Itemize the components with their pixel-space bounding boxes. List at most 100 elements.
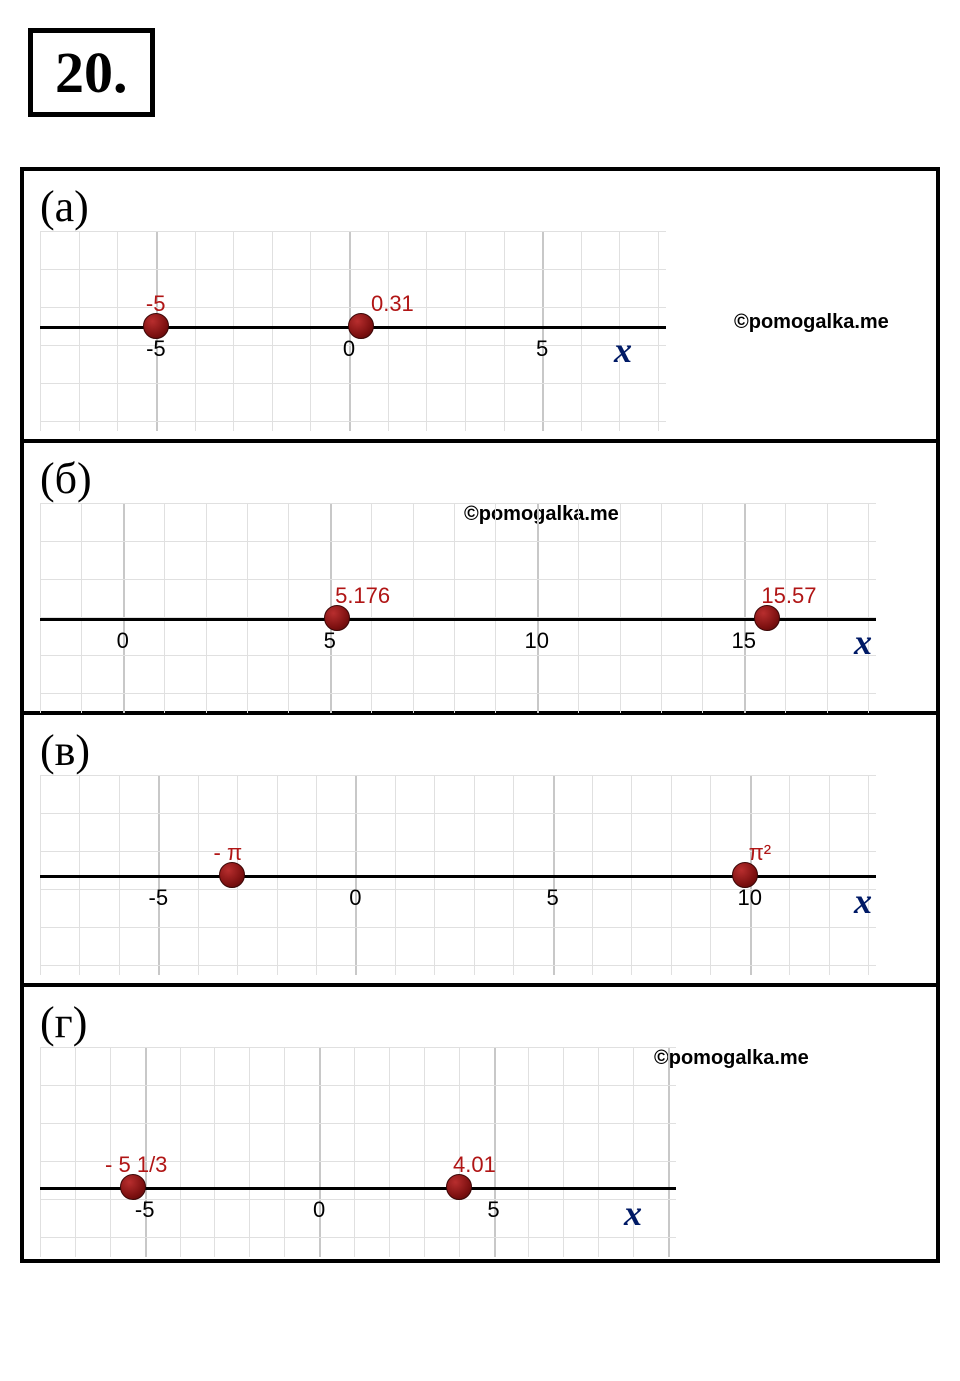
tick-label: 5: [324, 628, 336, 654]
panel-b: (б)©pomogalka.me0510155.17615.57x: [24, 443, 936, 715]
tick-label: -5: [149, 885, 169, 911]
gridline-vertical: [389, 1047, 390, 1257]
gridline-vertical: [354, 1047, 355, 1257]
panel-v: (в) -5 0 5 10 - π π² x: [24, 715, 936, 987]
number-line-chart: -505- 5 1/34.01: [40, 1047, 676, 1257]
gridline-horizontal: [40, 307, 666, 308]
gridline-horizontal: [40, 655, 876, 656]
tick-label: 10: [525, 628, 549, 654]
gridline-vertical: [272, 231, 273, 431]
gridline-vertical: [495, 503, 496, 713]
gridline-vertical: [658, 231, 659, 431]
data-point-label: - π: [214, 840, 243, 866]
tick-label: 0: [313, 1197, 325, 1223]
tick-label: -5: [146, 336, 166, 362]
gridline-horizontal: [40, 813, 876, 814]
gridline-horizontal: [40, 421, 666, 422]
tick-label: 10: [737, 885, 761, 911]
data-point-label: 0.31: [371, 291, 414, 317]
gridline-vertical: [563, 1047, 564, 1257]
gridline-vertical: [598, 1047, 599, 1257]
gridline-vertical: [465, 231, 466, 431]
tick-label: 5: [546, 885, 558, 911]
gridline-horizontal: [40, 231, 666, 232]
gridline-vertical: [79, 231, 80, 431]
gridline-vertical: [40, 1047, 41, 1257]
gridline-vertical: [868, 503, 869, 713]
gridline-vertical: [581, 231, 582, 431]
gridline-vertical: [75, 1047, 76, 1257]
gridline-vertical: [81, 503, 82, 713]
gridline-vertical: [424, 1047, 425, 1257]
gridline-vertical: [504, 231, 505, 431]
gridline-vertical: [542, 231, 544, 431]
gridline-horizontal: [40, 775, 876, 776]
gridline-vertical: [528, 1047, 529, 1257]
gridline-vertical: [40, 231, 41, 431]
gridline-horizontal: [40, 269, 666, 270]
gridline-vertical: [620, 503, 621, 713]
gridline-vertical: [827, 503, 828, 713]
gridline-vertical: [164, 503, 165, 713]
tick-label: 0: [349, 885, 361, 911]
data-point-label: - 5 1/3: [105, 1152, 167, 1178]
gridline-vertical: [454, 503, 455, 713]
gridline-vertical: [214, 1047, 215, 1257]
gridline-vertical: [247, 503, 248, 713]
axis-variable-label: x: [854, 880, 872, 922]
gridline-horizontal: [40, 541, 876, 542]
gridline-horizontal: [40, 1237, 676, 1238]
gridline-vertical: [744, 503, 746, 713]
gridline-vertical: [233, 231, 234, 431]
gridline-vertical: [578, 503, 579, 713]
gridline-horizontal: [40, 1085, 676, 1086]
gridline-vertical: [661, 503, 662, 713]
panel-label: (б): [40, 453, 920, 504]
watermark: ©pomogalka.me: [734, 311, 889, 334]
gridline-horizontal: [40, 965, 876, 966]
gridline-vertical: [206, 503, 207, 713]
number-line-chart: -505-50.31: [40, 231, 666, 431]
number-line-chart: 0510155.17615.57: [40, 503, 876, 713]
gridline-vertical: [249, 1047, 250, 1257]
gridline-vertical: [413, 503, 414, 713]
axis-variable-label: x: [614, 329, 632, 371]
watermark: ©pomogalka.me: [654, 1047, 809, 1070]
data-point-label: 4.01: [453, 1152, 496, 1178]
gridline-vertical: [388, 231, 389, 431]
data-point-label: π²: [749, 840, 772, 866]
axis-variable-label: x: [854, 621, 872, 663]
gridline-vertical: [180, 1047, 181, 1257]
panel-label: (в): [40, 725, 920, 776]
gridline-vertical: [40, 503, 41, 713]
axis-variable-label: x: [624, 1192, 642, 1234]
tick-label: 15: [732, 628, 756, 654]
gridline-vertical: [702, 503, 703, 713]
panels-container: (а) ©pomogalka.me -5 0 5 -5 0.31 x (б) ©pomogalka…: [20, 167, 940, 1263]
gridline-horizontal: [40, 579, 876, 580]
panel-g: (г)©pomogalka.me-505- 5 1/34.01x: [24, 987, 936, 1259]
gridline-vertical: [310, 231, 311, 431]
panel-label: (г): [40, 997, 920, 1048]
gridline-horizontal: [40, 383, 666, 384]
x-axis: [40, 618, 876, 621]
grid: [40, 503, 876, 713]
gridline-vertical: [117, 231, 118, 431]
tick-label: 5: [536, 336, 548, 362]
panel-label: (а): [40, 181, 920, 232]
data-point-label: 15.57: [761, 583, 816, 609]
gridline-vertical: [288, 503, 289, 713]
tick-label: -5: [135, 1197, 155, 1223]
gridline-vertical: [319, 1047, 321, 1257]
gridline-horizontal: [40, 1047, 676, 1048]
gridline-horizontal: [40, 503, 876, 504]
data-point-label: -5: [146, 291, 166, 317]
gridline-horizontal: [40, 693, 876, 694]
gridline-horizontal: [40, 1123, 676, 1124]
gridline-vertical: [426, 231, 427, 431]
data-point-label: 5.176: [335, 583, 390, 609]
gridline-vertical: [537, 503, 539, 713]
gridline-horizontal: [40, 927, 876, 928]
gridline-vertical: [123, 503, 125, 713]
gridline-vertical: [668, 1047, 670, 1257]
